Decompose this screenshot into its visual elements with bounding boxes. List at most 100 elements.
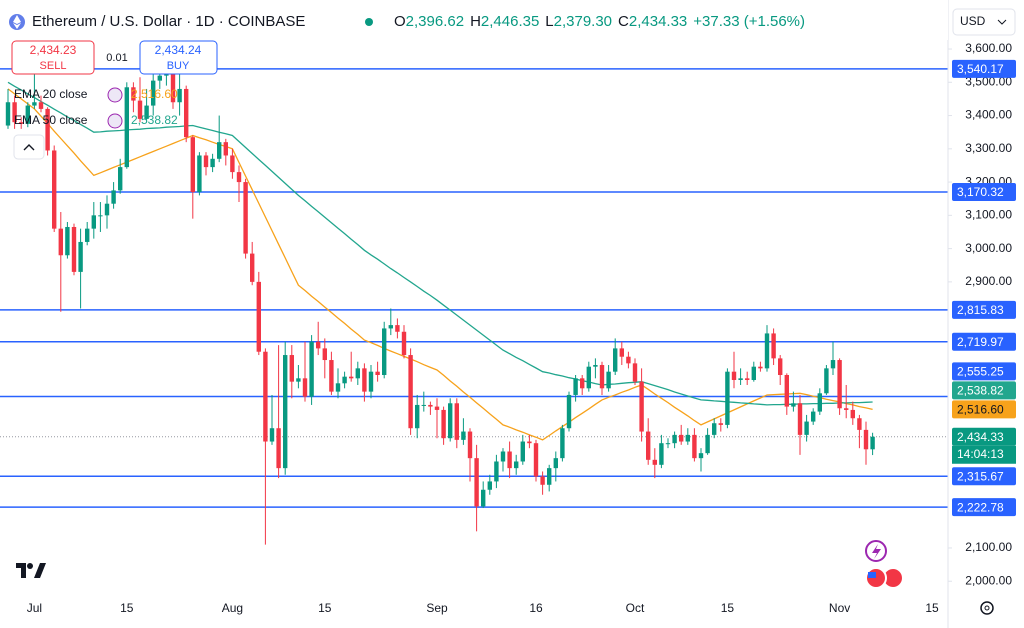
settings-icon[interactable]	[980, 601, 994, 615]
candle-body	[421, 404, 426, 406]
candle-body	[375, 371, 380, 376]
ohlc-value: 2,446.35	[481, 13, 539, 30]
candle-body	[401, 331, 407, 356]
candle-body	[395, 325, 400, 332]
candle-body	[408, 355, 413, 429]
sell-label[interactable]: SELL	[40, 60, 67, 72]
x-tick-label: Nov	[829, 601, 850, 615]
candle-body	[745, 378, 750, 380]
candle-body	[85, 228, 90, 242]
ohlc-key: H	[470, 13, 481, 30]
x-tick-label: 15	[721, 601, 735, 615]
candle-body	[131, 87, 136, 101]
dropdown-arrow	[997, 19, 1007, 25]
candle-body	[137, 100, 143, 119]
candle-body	[349, 376, 354, 379]
indicator-icon[interactable]	[107, 87, 123, 103]
candle-body	[573, 378, 578, 395]
x-tick-label: Sep	[426, 601, 448, 615]
candle-body	[454, 403, 459, 440]
price-label-text: 2,719.97	[957, 335, 1004, 349]
candle-body	[197, 155, 202, 193]
candle-body	[520, 441, 525, 462]
candle-body	[269, 428, 275, 442]
candle-body	[382, 328, 387, 376]
market-status	[365, 18, 373, 26]
candle-body	[679, 434, 684, 442]
price-label: 2,222.78	[952, 498, 1016, 517]
price-label-bg	[952, 59, 1016, 78]
candle-body	[547, 468, 552, 485]
candle-body	[784, 375, 789, 407]
candle-body	[764, 333, 770, 369]
candle-body	[606, 371, 611, 389]
x-tick-label: Aug	[222, 601, 243, 615]
price-label-text: 2,538.82	[957, 384, 1004, 398]
buy-price[interactable]: 2,434.24	[155, 43, 202, 57]
candle-body	[698, 453, 704, 459]
candle-body	[824, 368, 829, 394]
candle-body	[45, 108, 50, 151]
price-label-text: 2,434.33	[957, 430, 1004, 444]
candle-body	[731, 371, 737, 380]
candle-body	[817, 393, 822, 412]
chart-title: Ethereum / U.S. Dollar · 1D · COINBASE	[32, 13, 305, 30]
price-label-text: 2,555.25	[957, 365, 1004, 379]
price-label: 2,434.33 14:04:13	[952, 427, 1016, 464]
legend-label: EMA 50 close	[14, 113, 88, 127]
buy-button[interactable]	[139, 40, 218, 75]
ohlc-key: O	[394, 13, 406, 30]
candle-body	[124, 87, 129, 168]
candle-body	[151, 80, 156, 106]
change: +37.33 (+1.56%)	[693, 13, 805, 30]
candle-body	[613, 348, 618, 372]
candle-body	[844, 408, 849, 410]
candle-body	[527, 441, 532, 444]
candle-body	[263, 351, 268, 442]
candle-body	[243, 182, 248, 254]
candle-body	[566, 394, 572, 429]
price-label-text: 2,222.78	[957, 500, 1004, 514]
candle-body	[428, 404, 433, 407]
price-label-text: 3,540.17	[957, 62, 1004, 76]
candle-body	[223, 142, 228, 156]
x-tick-label: Oct	[626, 601, 645, 615]
candle-body	[184, 88, 189, 138]
price-label-bg	[952, 467, 1016, 486]
candle-body	[19, 122, 24, 124]
flag-canton	[868, 572, 876, 578]
candle-body	[791, 403, 796, 407]
candle-body	[652, 459, 657, 465]
candle-body	[144, 105, 149, 119]
candle-body	[533, 443, 539, 477]
header-bg	[0, 0, 948, 40]
currency-button[interactable]	[952, 8, 1016, 36]
candle-body	[12, 102, 17, 123]
price-label: 2,719.97	[952, 332, 1016, 351]
candle-body	[712, 423, 717, 435]
candle-body	[514, 461, 519, 469]
sell-price[interactable]: 2,434.23	[30, 43, 77, 57]
indicator-icon[interactable]	[107, 113, 123, 129]
candle-body	[863, 429, 869, 450]
candle-body	[157, 75, 162, 81]
ohlc-value: 2,379.30	[554, 13, 612, 30]
candle-body	[500, 451, 506, 462]
collapse-button[interactable]	[13, 134, 45, 160]
buy-label[interactable]: BUY	[167, 60, 190, 72]
candle-body	[362, 368, 367, 392]
candle-body	[335, 383, 341, 392]
candle-body	[368, 371, 374, 392]
price-label-bg	[952, 362, 1016, 381]
candle-body	[560, 428, 565, 459]
sell-button[interactable]	[11, 40, 95, 75]
candle-body	[289, 355, 294, 382]
candle-body	[487, 481, 492, 490]
settings-hub	[984, 605, 990, 611]
candle-body	[283, 355, 288, 469]
currency[interactable]: USD	[960, 14, 986, 28]
candle-body	[98, 215, 103, 217]
candle-body	[170, 70, 176, 103]
y-tick-label: 3,600.00	[965, 41, 1012, 55]
